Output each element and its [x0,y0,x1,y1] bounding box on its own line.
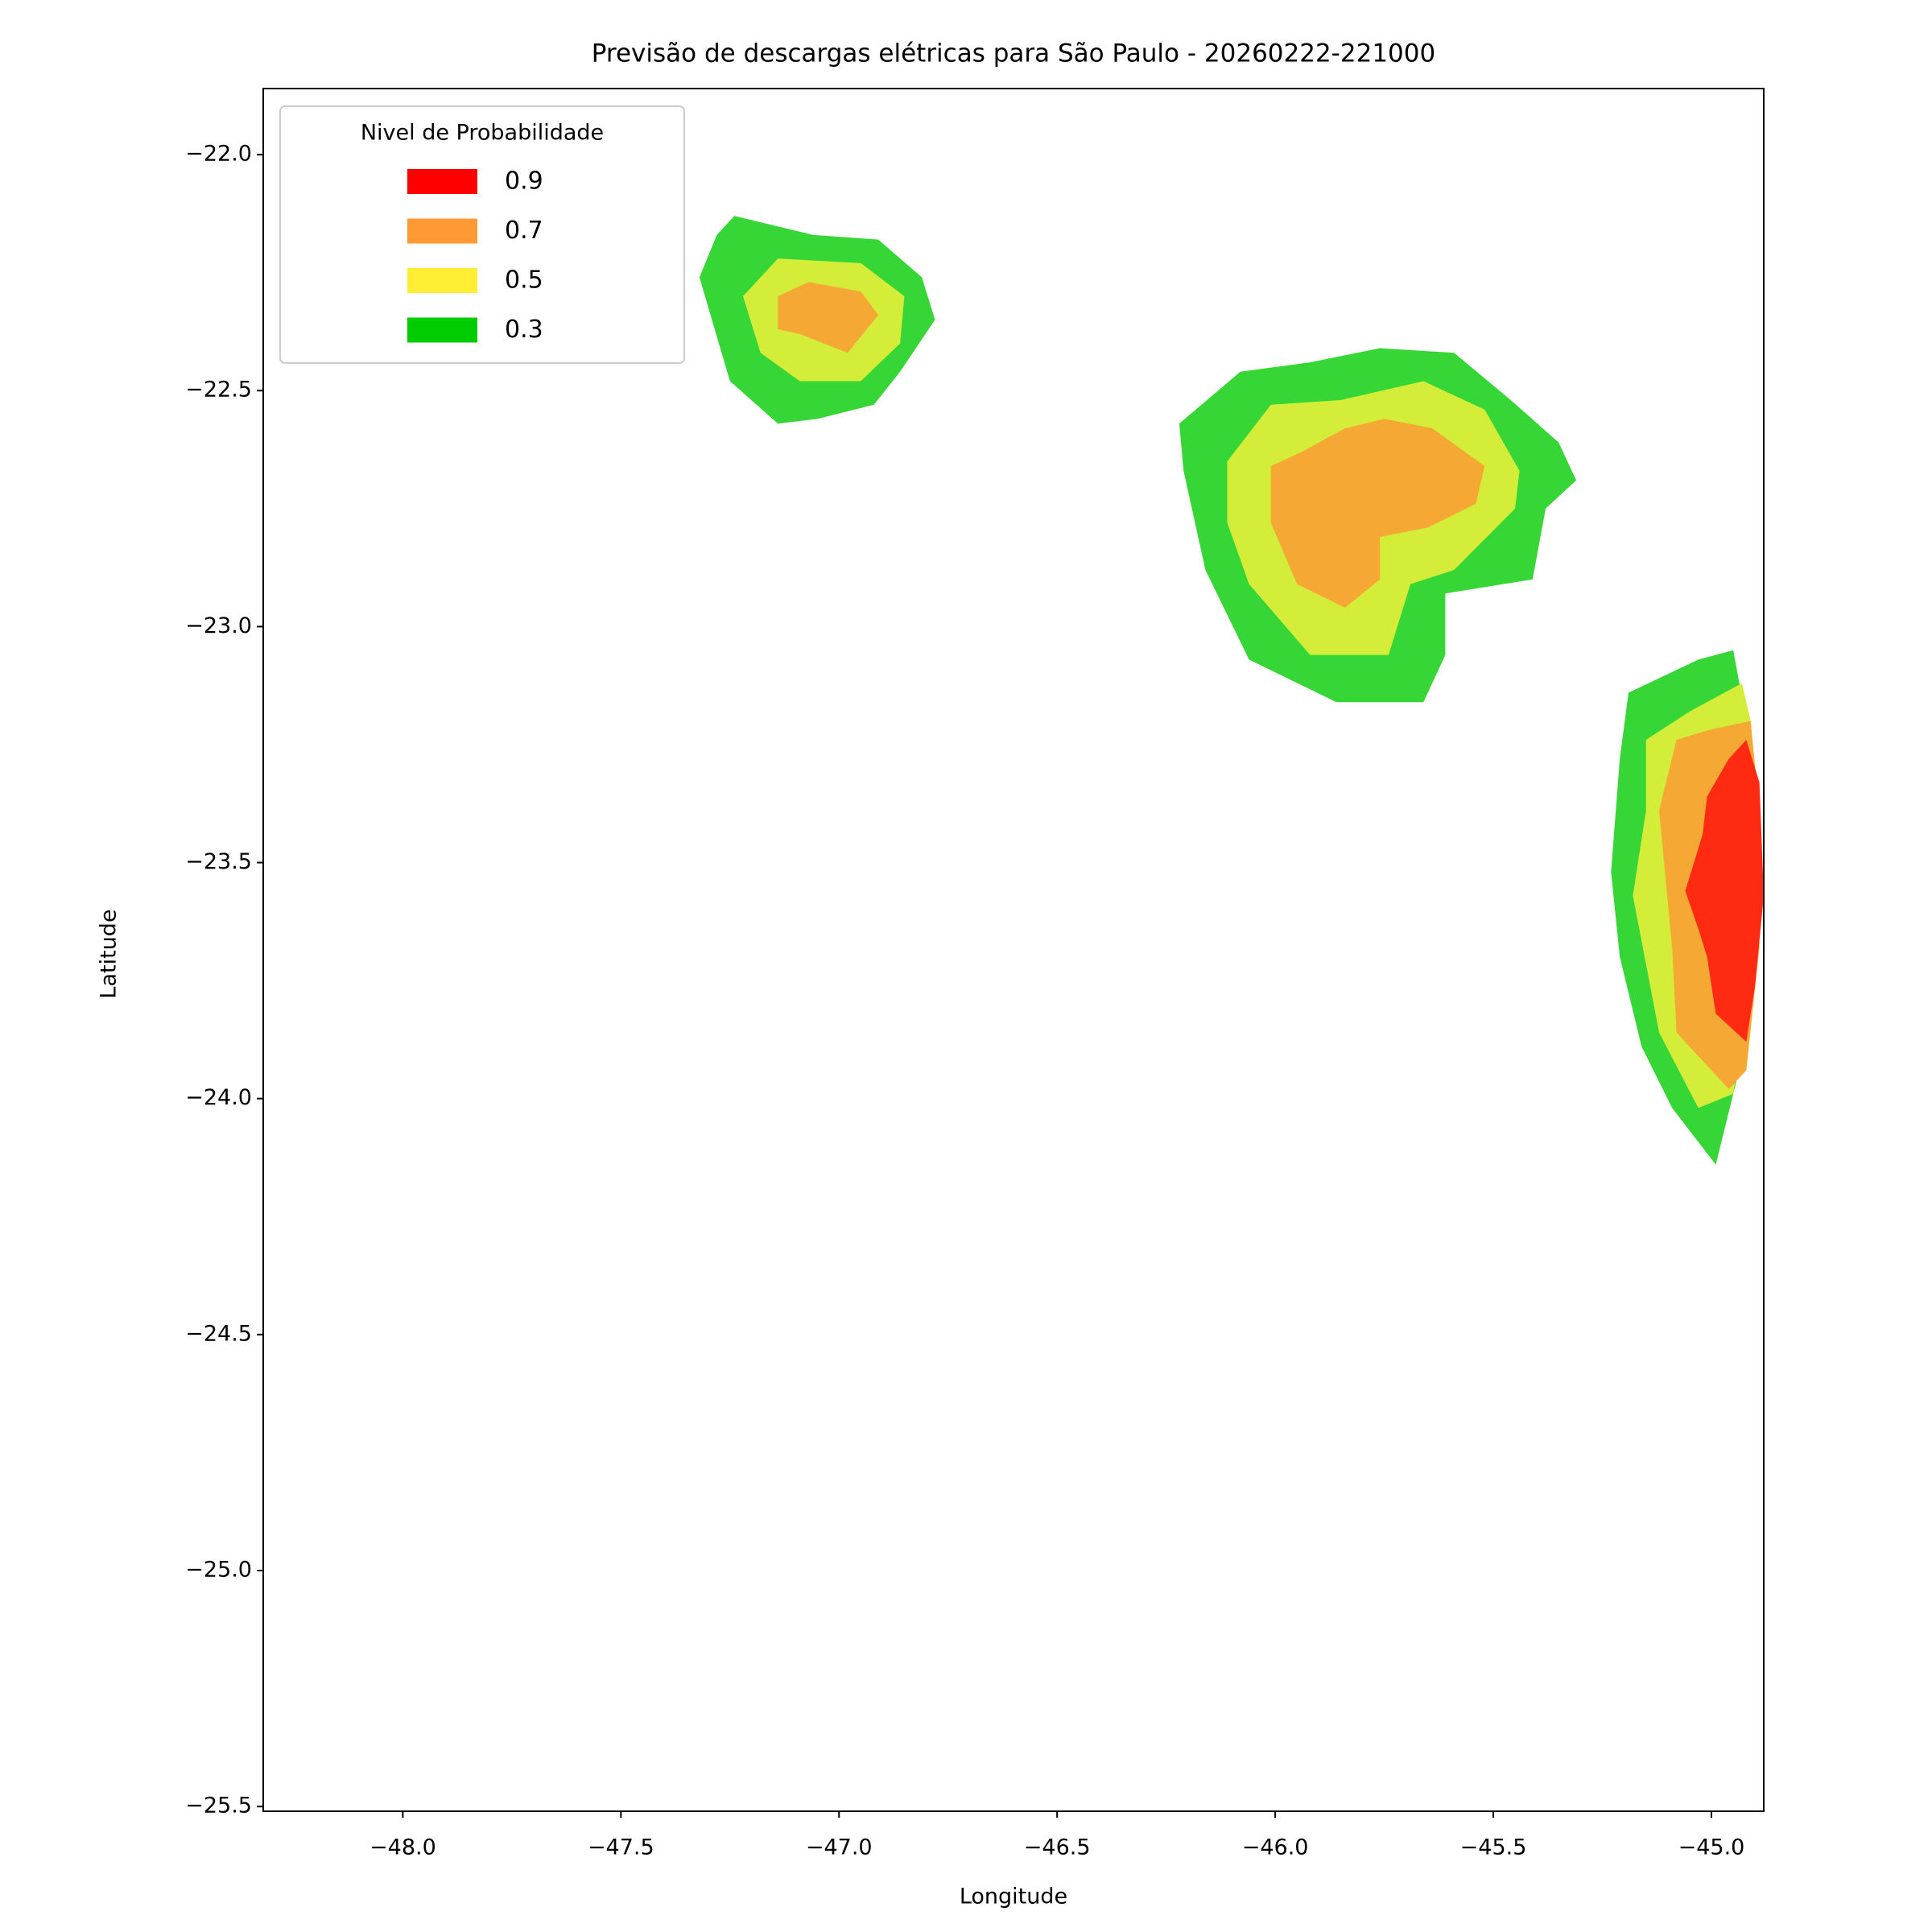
x-axis-label: Longitude [960,1885,1067,1909]
legend-label: 0.9 [505,167,543,196]
y-tick-label: −23.5 [185,849,252,874]
contour-region [1685,740,1764,1042]
y-tick-label: −25.0 [185,1557,252,1582]
legend-swatch [407,268,477,293]
legend-label: 0.3 [505,316,543,344]
plot-frame [262,88,1765,1812]
x-tick-label: −46.0 [1242,1835,1309,1860]
contour-region [778,282,878,353]
legend-label: 0.7 [505,217,543,245]
chart-title: Previsão de descargas elétricas para São… [592,39,1435,68]
legend-swatch [407,218,477,244]
x-tick-label: −46.5 [1024,1835,1091,1860]
contour-region [1270,419,1485,608]
y-tick-label: −22.5 [185,378,252,402]
legend-label: 0.5 [505,266,543,295]
y-tick-label: −25.5 [185,1794,252,1818]
legend: Nivel de Probabilidade 0.9 0.7 0.5 0.3 [279,105,685,364]
x-tick-label: −47.5 [588,1835,654,1860]
x-tick-label: −47.0 [806,1835,873,1860]
x-tick-label: −48.0 [369,1835,436,1860]
y-tick-label: −24.5 [185,1321,252,1346]
legend-swatch [407,317,477,343]
plot-area [699,216,1764,1165]
legend-title: Nivel de Probabilidade [361,121,604,146]
legend-frame [279,105,685,364]
y-tick-label: −23.0 [185,613,252,638]
legend-swatch [407,169,477,194]
x-tick-label: −45.5 [1460,1835,1527,1860]
y-tick-label: −24.0 [185,1085,252,1110]
y-axis-label: Latitude [97,909,122,998]
y-tick-label: −22.0 [185,142,252,167]
x-tick-label: −45.0 [1678,1835,1745,1860]
